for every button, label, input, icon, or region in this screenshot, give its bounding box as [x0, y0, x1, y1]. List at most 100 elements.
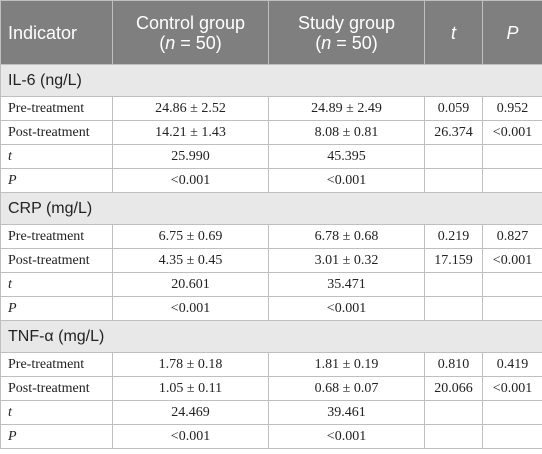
cell-t: [424, 144, 483, 169]
cell-t: [424, 424, 483, 449]
table-row: Post-treatment 4.35 ± 0.45 3.01 ± 0.32 17.1…: [0, 248, 542, 273]
header-control-n-rest: = 50): [175, 32, 222, 53]
row-label: Pre-treatment: [0, 224, 113, 249]
row-label-text: Post-treatment: [8, 252, 90, 268]
cell-p: [482, 424, 542, 449]
header-p-label: P: [506, 22, 519, 43]
row-label-text: Pre-treatment: [8, 100, 85, 116]
cell-control: 1.78 ± 0.18: [112, 352, 269, 377]
row-label-text: Pre-treatment: [8, 356, 85, 372]
cell-study: 24.89 ± 2.49: [268, 96, 425, 121]
row-label: P: [0, 168, 113, 193]
section-title: TNF-α (mg/L): [0, 320, 542, 353]
table-row: Post-treatment 1.05 ± 0.11 0.68 ± 0.07 20.0…: [0, 376, 542, 401]
row-label-text: t: [8, 276, 12, 292]
cell-study: <0.001: [268, 168, 425, 193]
header-study-label: Study group: [297, 12, 396, 33]
row-label-text: P: [8, 300, 17, 316]
table-row: t 20.601 35.471: [0, 272, 542, 297]
cell-study: 45.395: [268, 144, 425, 169]
row-label: t: [0, 144, 113, 169]
section-row: CRP (mg/L): [0, 192, 542, 225]
cell-t: 0.810: [424, 352, 483, 377]
cell-t: [424, 272, 483, 297]
row-label: Pre-treatment: [0, 96, 113, 121]
cell-control: 6.75 ± 0.69: [112, 224, 269, 249]
table-row: t 24.469 39.461: [0, 400, 542, 425]
cell-study: 6.78 ± 0.68: [268, 224, 425, 249]
cell-p: 0.419: [482, 352, 542, 377]
header-control-n-var: n: [165, 32, 176, 53]
cell-p: [482, 168, 542, 193]
table-row: P <0.001 <0.001: [0, 424, 542, 449]
cell-p: 0.827: [482, 224, 542, 249]
table-row: Pre-treatment 6.75 ± 0.69 6.78 ± 0.68 0.219…: [0, 224, 542, 249]
section-row: TNF-α (mg/L): [0, 320, 542, 353]
cell-t: 0.219: [424, 224, 483, 249]
cell-p: <0.001: [482, 120, 542, 145]
cell-t: 26.374: [424, 120, 483, 145]
header-study-n-rest: = 50): [331, 32, 378, 53]
cell-control: 24.469: [112, 400, 269, 425]
table-row: t 25.990 45.395: [0, 144, 542, 169]
header-study-group: Study group (n = 50): [268, 0, 425, 65]
row-label: t: [0, 272, 113, 297]
cell-control: <0.001: [112, 424, 269, 449]
cell-control: 25.990: [112, 144, 269, 169]
row-label-text: P: [8, 172, 17, 188]
row-label-text: t: [8, 148, 12, 164]
row-label-text: Pre-treatment: [8, 228, 85, 244]
row-label-text: Post-treatment: [8, 380, 90, 396]
row-label: P: [0, 296, 113, 321]
cell-p: [482, 144, 542, 169]
cell-t: 20.066: [424, 376, 483, 401]
cell-p: <0.001: [482, 248, 542, 273]
cell-study: 39.461: [268, 400, 425, 425]
cell-study: 3.01 ± 0.32: [268, 248, 425, 273]
section-title: IL-6 (ng/L): [0, 64, 542, 97]
header-control-label: Control group: [135, 12, 246, 33]
cell-p: 0.952: [482, 96, 542, 121]
cell-p: [482, 400, 542, 425]
cell-study: <0.001: [268, 424, 425, 449]
header-p: P: [482, 0, 542, 65]
cell-p: [482, 296, 542, 321]
cell-study: 8.08 ± 0.81: [268, 120, 425, 145]
cell-study: 35.471: [268, 272, 425, 297]
cell-control: 1.05 ± 0.11: [112, 376, 269, 401]
row-label: Post-treatment: [0, 248, 113, 273]
cell-control: 24.86 ± 2.52: [112, 96, 269, 121]
cell-control: 14.21 ± 1.43: [112, 120, 269, 145]
row-label: P: [0, 424, 113, 449]
table-row: Pre-treatment 1.78 ± 0.18 1.81 ± 0.19 0.810…: [0, 352, 542, 377]
cell-t: 17.159: [424, 248, 483, 273]
cell-p: <0.001: [482, 376, 542, 401]
header-study-n-open: (: [315, 32, 322, 53]
cell-study: 0.68 ± 0.07: [268, 376, 425, 401]
cell-study: 1.81 ± 0.19: [268, 352, 425, 377]
cell-control: <0.001: [112, 168, 269, 193]
cell-t: 0.059: [424, 96, 483, 121]
row-label: Post-treatment: [0, 376, 113, 401]
cell-study: <0.001: [268, 296, 425, 321]
row-label-text: P: [8, 428, 17, 444]
section-title: CRP (mg/L): [0, 192, 542, 225]
header-control-group: Control group (n = 50): [112, 0, 269, 65]
cell-control: 20.601: [112, 272, 269, 297]
table-row: Post-treatment 14.21 ± 1.43 8.08 ± 0.81 26.…: [0, 120, 542, 145]
table-row: Pre-treatment 24.86 ± 2.52 24.89 ± 2.49 0.0…: [0, 96, 542, 121]
cell-p: [482, 272, 542, 297]
row-label: Pre-treatment: [0, 352, 113, 377]
row-label: t: [0, 400, 113, 425]
header-row: Indicator Control group (n = 50) Study g…: [0, 0, 542, 65]
cell-control: <0.001: [112, 296, 269, 321]
row-label-text: Post-treatment: [8, 124, 90, 140]
table-row: P <0.001 <0.001: [0, 168, 542, 193]
row-label: Post-treatment: [0, 120, 113, 145]
header-study-n-var: n: [321, 32, 332, 53]
header-t: t: [424, 0, 483, 65]
header-control-n-open: (: [159, 32, 166, 53]
row-label-text: t: [8, 404, 12, 420]
table-row: P <0.001 <0.001: [0, 296, 542, 321]
